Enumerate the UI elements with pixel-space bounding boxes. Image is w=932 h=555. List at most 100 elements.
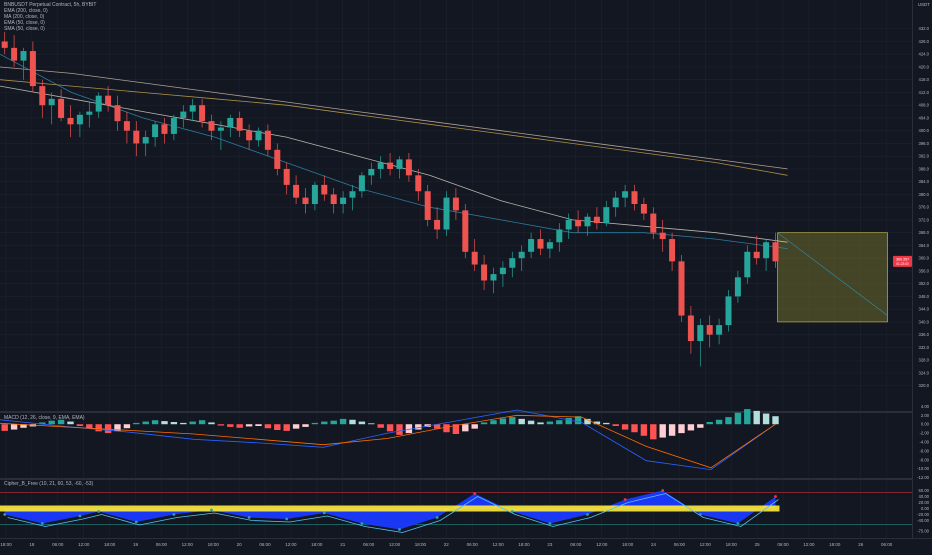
- price-pane[interactable]: [0, 31, 888, 367]
- macd-hist-bar: [274, 424, 281, 430]
- macd-hist-bar: [142, 421, 149, 425]
- macd-tick-label: 4.00: [921, 404, 930, 409]
- cipher-tick-label: -20.00: [917, 512, 930, 517]
- cipher-cross-dot: [774, 495, 777, 498]
- candle-body: [387, 162, 394, 169]
- legend-ema50[interactable]: EMA (50, close, 0): [4, 20, 45, 26]
- macd-hist-bar: [57, 419, 65, 425]
- cipher-legend[interactable]: Cipher_B_Free (10, 21, 60, 53, -60, -53): [4, 481, 93, 487]
- legend-ma200[interactable]: MA (200, close, 0): [4, 14, 45, 20]
- time-tick-label: 18:00: [829, 542, 841, 547]
- price-tick-label: 408.0: [919, 103, 930, 108]
- macd-hist-bar: [706, 422, 713, 425]
- price-axis[interactable]: 432.0 428.0 424.0 420.0 416.0 412.0 408.0 404.0…: [919, 26, 930, 388]
- price-tick-label: 420.0: [919, 64, 930, 69]
- price-tick-label: 428.0: [919, 39, 930, 44]
- price-tick-label: 364.0: [919, 243, 930, 248]
- pane-separator-cipher[interactable]: [0, 478, 912, 480]
- cipher-tick-label: -75.00: [917, 529, 930, 534]
- candle-body: [744, 251, 751, 278]
- cipher-cross-dot: [435, 516, 439, 519]
- time-axis[interactable]: 18:00 18 06:00 12:00 18:00 19 06:00 12:00 18:00 2…: [0, 542, 892, 547]
- candle-body: [772, 242, 779, 262]
- candle-body: [546, 242, 553, 249]
- main-legend[interactable]: BNBUSDT Perpetual Contract, 5h, BYBIT EM…: [4, 2, 96, 32]
- candle-body: [434, 219, 441, 230]
- candle-body: [565, 219, 572, 230]
- price-tick-label: 352.0: [919, 281, 930, 286]
- macd-pane[interactable]: [0, 409, 779, 471]
- macd-hist-bar: [255, 424, 262, 426]
- time-tick-label: 06:00: [363, 542, 375, 547]
- macd-hist-bar: [753, 410, 760, 425]
- candle-body: [462, 210, 469, 252]
- cipher-cross-dot: [78, 514, 82, 518]
- candle-body: [199, 105, 206, 122]
- price-tick-label: 336.0: [919, 332, 930, 337]
- candle-body: [631, 191, 638, 204]
- macd-hist-bar: [245, 424, 253, 427]
- candle-body: [669, 239, 676, 262]
- candle-body: [283, 168, 290, 185]
- macd-hist-bar: [86, 424, 93, 429]
- macd-hist-bar: [1, 424, 8, 431]
- price-tick-label: 424.0: [919, 52, 930, 57]
- cipher-pane[interactable]: [0, 489, 912, 533]
- macd-hist-bar: [321, 421, 328, 425]
- macd-hist-bar: [433, 424, 441, 429]
- cipher-cross-dot: [97, 510, 101, 513]
- time-tick-label: 18:00: [726, 542, 738, 547]
- macd-hist-bar: [424, 424, 431, 427]
- time-tick-label: 23: [547, 542, 553, 547]
- price-tick-label: 348.0: [919, 294, 930, 299]
- time-tick-label: 24: [651, 542, 657, 547]
- candle-body: [67, 117, 74, 125]
- price-tick-label: 376.0: [919, 205, 930, 210]
- cipher-cross-dot: [134, 520, 138, 524]
- symbol-title: BNBUSDT Perpetual Contract, 5h, BYBIT: [4, 2, 97, 8]
- candle-body: [142, 137, 149, 144]
- candle-body: [377, 162, 384, 169]
- cipher-cross-dot: [473, 492, 477, 495]
- candle-body: [255, 130, 262, 141]
- macd-hist-bar: [396, 424, 403, 435]
- time-tick-label: 06:00: [467, 542, 479, 547]
- candle-body: [293, 184, 300, 198]
- legend-sma50[interactable]: SMA (50, close, 0): [4, 26, 45, 32]
- time-tick-label: 06:00: [259, 542, 271, 547]
- price-tick-label: 324.0: [919, 370, 930, 375]
- candle-body: [180, 111, 187, 118]
- macd-hist-bar: [443, 424, 450, 433]
- macd-hist-bar: [349, 419, 356, 425]
- macd-hist-bar: [687, 424, 695, 431]
- candle-body: [678, 261, 685, 316]
- time-tick-label: 18:00: [311, 542, 323, 547]
- macd-tick-label: -2.00: [919, 431, 929, 436]
- candle-body: [311, 184, 318, 204]
- macd-hist-bar: [292, 424, 300, 429]
- price-tick-label: 388.0: [919, 166, 930, 171]
- projection-box[interactable]: [777, 232, 888, 323]
- macd-tick-label: 0.00: [921, 422, 930, 427]
- candle-body: [170, 117, 177, 134]
- macd-hist-bar: [208, 422, 215, 425]
- price-tick-label: 416.0: [919, 77, 930, 82]
- macd-legend[interactable]: MACD (12, 26, close, 9, EMA, EMA): [4, 415, 85, 421]
- macd-axis[interactable]: 4.00 2.00 0.00 -2.00 -4.00 -6.00 -8.00 -10.00 -1…: [917, 404, 930, 480]
- price-tick-label: 396.0: [919, 141, 930, 146]
- candle-body: [246, 130, 253, 141]
- time-tick-label: 25: [755, 542, 761, 547]
- candle-body: [321, 184, 328, 195]
- time-tick-label: 12:00: [285, 542, 297, 547]
- pane-separator-macd[interactable]: [0, 411, 912, 413]
- cipher-cross-dot: [398, 528, 401, 531]
- time-tick-label: 12:00: [700, 542, 712, 547]
- macd-title: MACD (12, 26, close, 9, EMA, EMA): [4, 415, 85, 421]
- candle-body: [490, 274, 497, 281]
- legend-ema200[interactable]: EMA (200, close, 0): [4, 8, 48, 14]
- macd-tick-label: -12.00: [917, 475, 930, 480]
- macd-hist-bar: [574, 416, 582, 425]
- cipher-cross-dot: [3, 513, 7, 516]
- cipher-tick-label: 0.00: [921, 506, 930, 511]
